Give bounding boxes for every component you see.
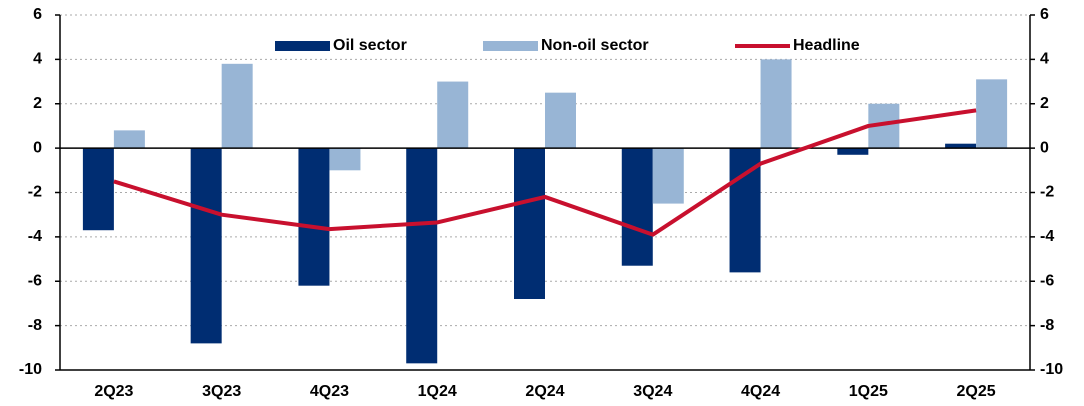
- line: [113, 108, 977, 237]
- x-tick-label: 4Q23: [310, 383, 349, 400]
- x-tick-label: 2Q23: [94, 383, 133, 400]
- legend-swatch: [275, 41, 330, 51]
- y-tick-label: 4: [33, 51, 42, 68]
- y2-tick-label: 0: [1040, 139, 1049, 156]
- y-tick-label: 6: [33, 6, 42, 23]
- x-tick-label: 4Q24: [741, 383, 780, 400]
- bar: [298, 148, 330, 286]
- y2-tick-label: 4: [1040, 51, 1049, 68]
- bar: [221, 63, 253, 149]
- bar: [760, 59, 792, 149]
- bar: [437, 81, 469, 149]
- y2-tick-label: 6: [1040, 6, 1049, 23]
- bar: [113, 130, 145, 149]
- y-tick-label: 2: [33, 95, 42, 112]
- legend-label: Oil sector: [333, 37, 407, 54]
- y2-tick-label: -8: [1040, 317, 1054, 334]
- y-tick-label: 0: [33, 139, 42, 156]
- y-tick-label: -4: [28, 228, 42, 245]
- y-tick-label: -2: [28, 184, 42, 201]
- x-tick-label: 3Q24: [633, 383, 672, 400]
- legend-label: Headline: [793, 37, 860, 54]
- y2-tick-label: -2: [1040, 184, 1054, 201]
- y2-tick-label: -10: [1040, 361, 1063, 378]
- legend-label: Non-oil sector: [541, 37, 649, 54]
- bar: [190, 148, 222, 344]
- y-tick-label: -10: [19, 361, 42, 378]
- y-tick-label: -6: [28, 272, 42, 289]
- bar: [945, 143, 977, 149]
- y2-tick-label: 2: [1040, 95, 1049, 112]
- bar: [621, 148, 653, 266]
- x-tick-label: 3Q23: [202, 383, 241, 400]
- bar: [82, 148, 114, 231]
- bar: [652, 148, 684, 204]
- y2-tick-label: -4: [1040, 228, 1054, 245]
- bar: [329, 148, 361, 171]
- x-tick-label: 2Q25: [957, 383, 996, 400]
- x-tick-label: 2Q24: [525, 383, 564, 400]
- legend-swatch: [483, 41, 538, 51]
- bar: [976, 79, 1008, 149]
- x-tick-label: 1Q24: [418, 383, 457, 400]
- x-tick-label: 1Q25: [849, 383, 888, 400]
- bar: [514, 148, 545, 299]
- bar: [837, 148, 869, 155]
- y2-tick-label: -6: [1040, 272, 1054, 289]
- bar: [406, 148, 438, 364]
- y-tick-label: -8: [28, 317, 42, 334]
- bar: [545, 92, 576, 149]
